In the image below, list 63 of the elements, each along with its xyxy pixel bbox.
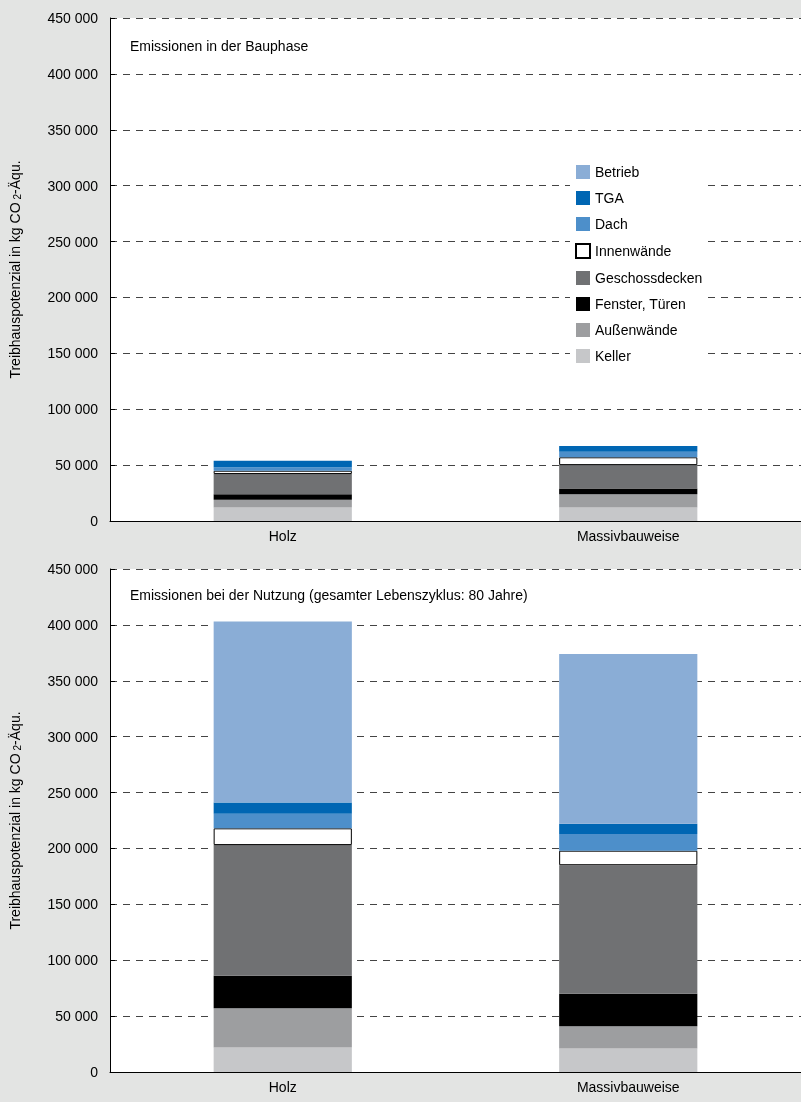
- y-tick-label: 350 000: [47, 121, 99, 138]
- legend-label: Innenwände: [595, 243, 672, 259]
- y-tick-label: 450 000: [47, 561, 99, 577]
- y-tick-label: 450 000: [47, 10, 99, 26]
- legend-label: Außenwände: [595, 322, 678, 338]
- bar: [559, 850, 698, 866]
- bar: [559, 993, 698, 1027]
- bar: [213, 802, 352, 814]
- bar: [213, 621, 352, 803]
- text: Emissionen bei der Nutzung (gesamter Lebenszyklus: 80 Jahre): [130, 587, 528, 603]
- y-tick-label: 400 000: [47, 616, 99, 633]
- y-tick-label: 0: [90, 513, 99, 529]
- bar: [213, 1008, 352, 1048]
- y-tick-label: 50 000: [55, 457, 99, 474]
- y-tick-label: 350 000: [47, 672, 99, 689]
- y-tick-label: 150 000: [47, 345, 99, 362]
- bar: [213, 975, 352, 1009]
- y-tick-label: 150 000: [47, 896, 99, 913]
- y-tick-label: 200 000: [47, 289, 99, 306]
- bar: [213, 474, 352, 495]
- y-tick-label: 300 000: [47, 728, 99, 745]
- bar: [213, 470, 352, 475]
- bar: [213, 1047, 352, 1072]
- bar: [213, 507, 352, 521]
- bar: [559, 823, 698, 834]
- y-tick-label: 300 000: [47, 177, 99, 194]
- bar: [213, 813, 352, 829]
- legend-label: Betrieb: [595, 164, 640, 180]
- y-tick-label: 200 000: [47, 840, 99, 857]
- y-tick-label: 250 000: [47, 233, 99, 250]
- x-tick-label: Holz: [268, 528, 297, 544]
- y-axis-title: Treibhauspotenzial in kg CO2-Äqu.: [7, 160, 23, 379]
- bar: [559, 833, 698, 851]
- text: Emissionen in der Bauphase: [130, 38, 309, 54]
- bar: [559, 457, 698, 466]
- y-tick-label: 100 000: [47, 401, 99, 418]
- x-tick-label: Massivbauweise: [576, 528, 680, 544]
- x-tick-label: Massivbauweise: [576, 1079, 680, 1095]
- bar: [559, 1026, 698, 1049]
- legend-label: Keller: [595, 348, 632, 364]
- legend-label: Fenster, Türen: [595, 296, 686, 312]
- bar: [559, 446, 698, 452]
- y-axis-title: Treibhauspotenzial in kg CO2-Äqu.: [7, 711, 23, 930]
- bar: [559, 653, 698, 824]
- bar: [559, 1048, 698, 1072]
- y-tick-label: 400 000: [47, 65, 99, 82]
- legend-label: TGA: [595, 190, 625, 206]
- bar: [213, 494, 352, 500]
- y-tick-label: 0: [90, 1064, 99, 1080]
- bar: [213, 499, 352, 508]
- y-tick-label: 250 000: [47, 784, 99, 801]
- bar: [213, 828, 352, 846]
- bar: [213, 467, 352, 471]
- bar: [213, 845, 352, 976]
- bar: [559, 465, 698, 489]
- bar: [559, 507, 698, 521]
- legend-label: Geschossdecken: [595, 270, 703, 286]
- y-tick-label: 100 000: [47, 952, 99, 969]
- bar: [559, 494, 698, 508]
- legend-label: Dach: [595, 216, 628, 232]
- x-tick-label: Holz: [268, 1079, 297, 1095]
- y-tick-label: 50 000: [55, 1008, 99, 1025]
- bar: [559, 865, 698, 994]
